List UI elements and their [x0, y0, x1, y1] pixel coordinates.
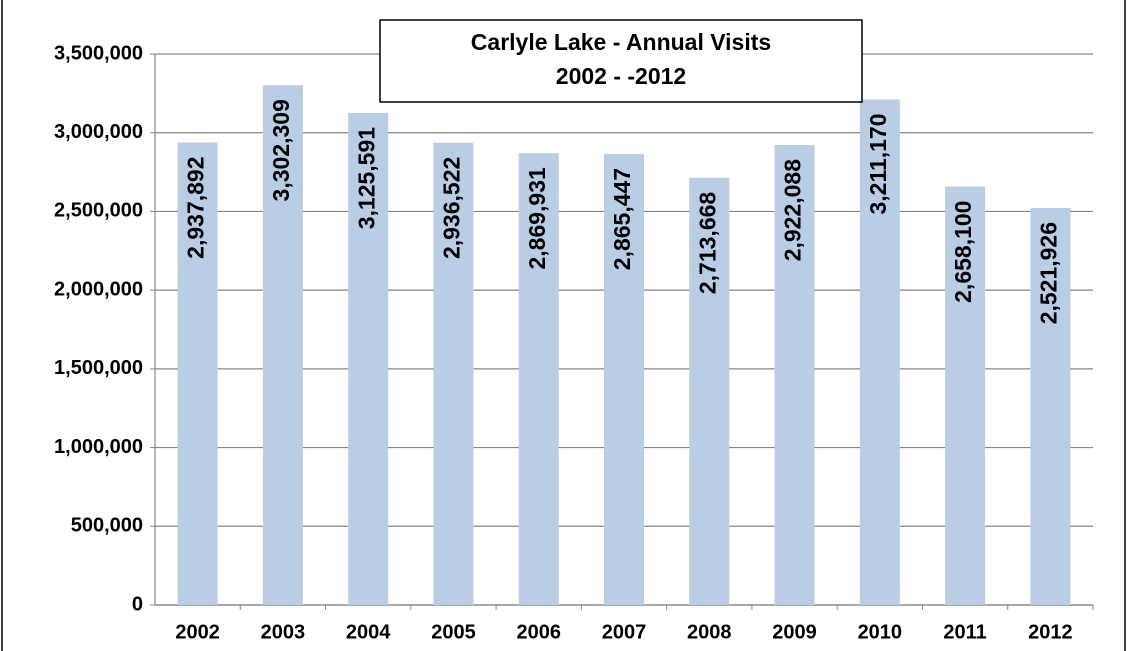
plot-area: 0 500,000 1,000,000 1,500,000 2,000,000 2,500…: [54, 42, 1094, 643]
bar: [518, 153, 559, 605]
data-label: 2,869,931: [524, 167, 550, 270]
bar: [262, 85, 303, 606]
bar: [177, 142, 218, 605]
bar: [1030, 207, 1071, 605]
x-tick-label: 2009: [772, 621, 817, 643]
x-tick-label: 2010: [858, 621, 903, 643]
y-tick-label: 3,500,000: [54, 42, 143, 64]
x-tick-label: 2005: [431, 621, 476, 643]
bar: [348, 112, 389, 605]
bar: [433, 142, 474, 606]
data-label: 2,713,668: [694, 192, 720, 295]
bar: [604, 153, 644, 605]
x-tick-label: 2003: [261, 621, 306, 643]
chart-title: Carlyle Lake - Annual Visits: [471, 29, 771, 55]
data-label: 3,302,309: [268, 99, 294, 201]
x-tick-label: 2006: [516, 621, 561, 643]
y-tick-label: 500,000: [71, 515, 143, 537]
data-label: 2,936,522: [439, 157, 465, 259]
x-tick-label: 2008: [687, 621, 732, 643]
bar: [859, 99, 900, 605]
y-tick-label: 1,000,000: [54, 436, 143, 458]
x-tick-label: 2002: [175, 621, 220, 643]
y-tick-label: 0: [132, 593, 143, 615]
y-tick-label: 3,000,000: [54, 121, 143, 143]
bar: [945, 186, 986, 605]
bar: [774, 144, 815, 605]
y-tick-label: 2,500,000: [54, 200, 143, 222]
data-label: 2,865,447: [609, 168, 635, 270]
data-label: 3,125,591: [353, 127, 379, 230]
data-label: 2,521,926: [1035, 222, 1061, 324]
data-label: 2,658,100: [950, 201, 976, 303]
title-box: [379, 19, 863, 103]
x-tick-label: 2004: [346, 621, 391, 643]
x-tick-label: 2012: [1028, 621, 1073, 643]
y-tick-label: 2,000,000: [54, 278, 143, 300]
data-label: 2,922,088: [780, 159, 806, 262]
data-label: 2,937,892: [183, 156, 209, 258]
data-label: 3,211,170: [865, 113, 891, 214]
bar: [689, 177, 730, 605]
x-tick-label: 2011: [943, 621, 986, 643]
y-tick-label: 1,500,000: [54, 357, 143, 379]
x-tick-label: 2007: [602, 621, 647, 643]
chart-subtitle: 2002 - -2012: [556, 63, 686, 89]
